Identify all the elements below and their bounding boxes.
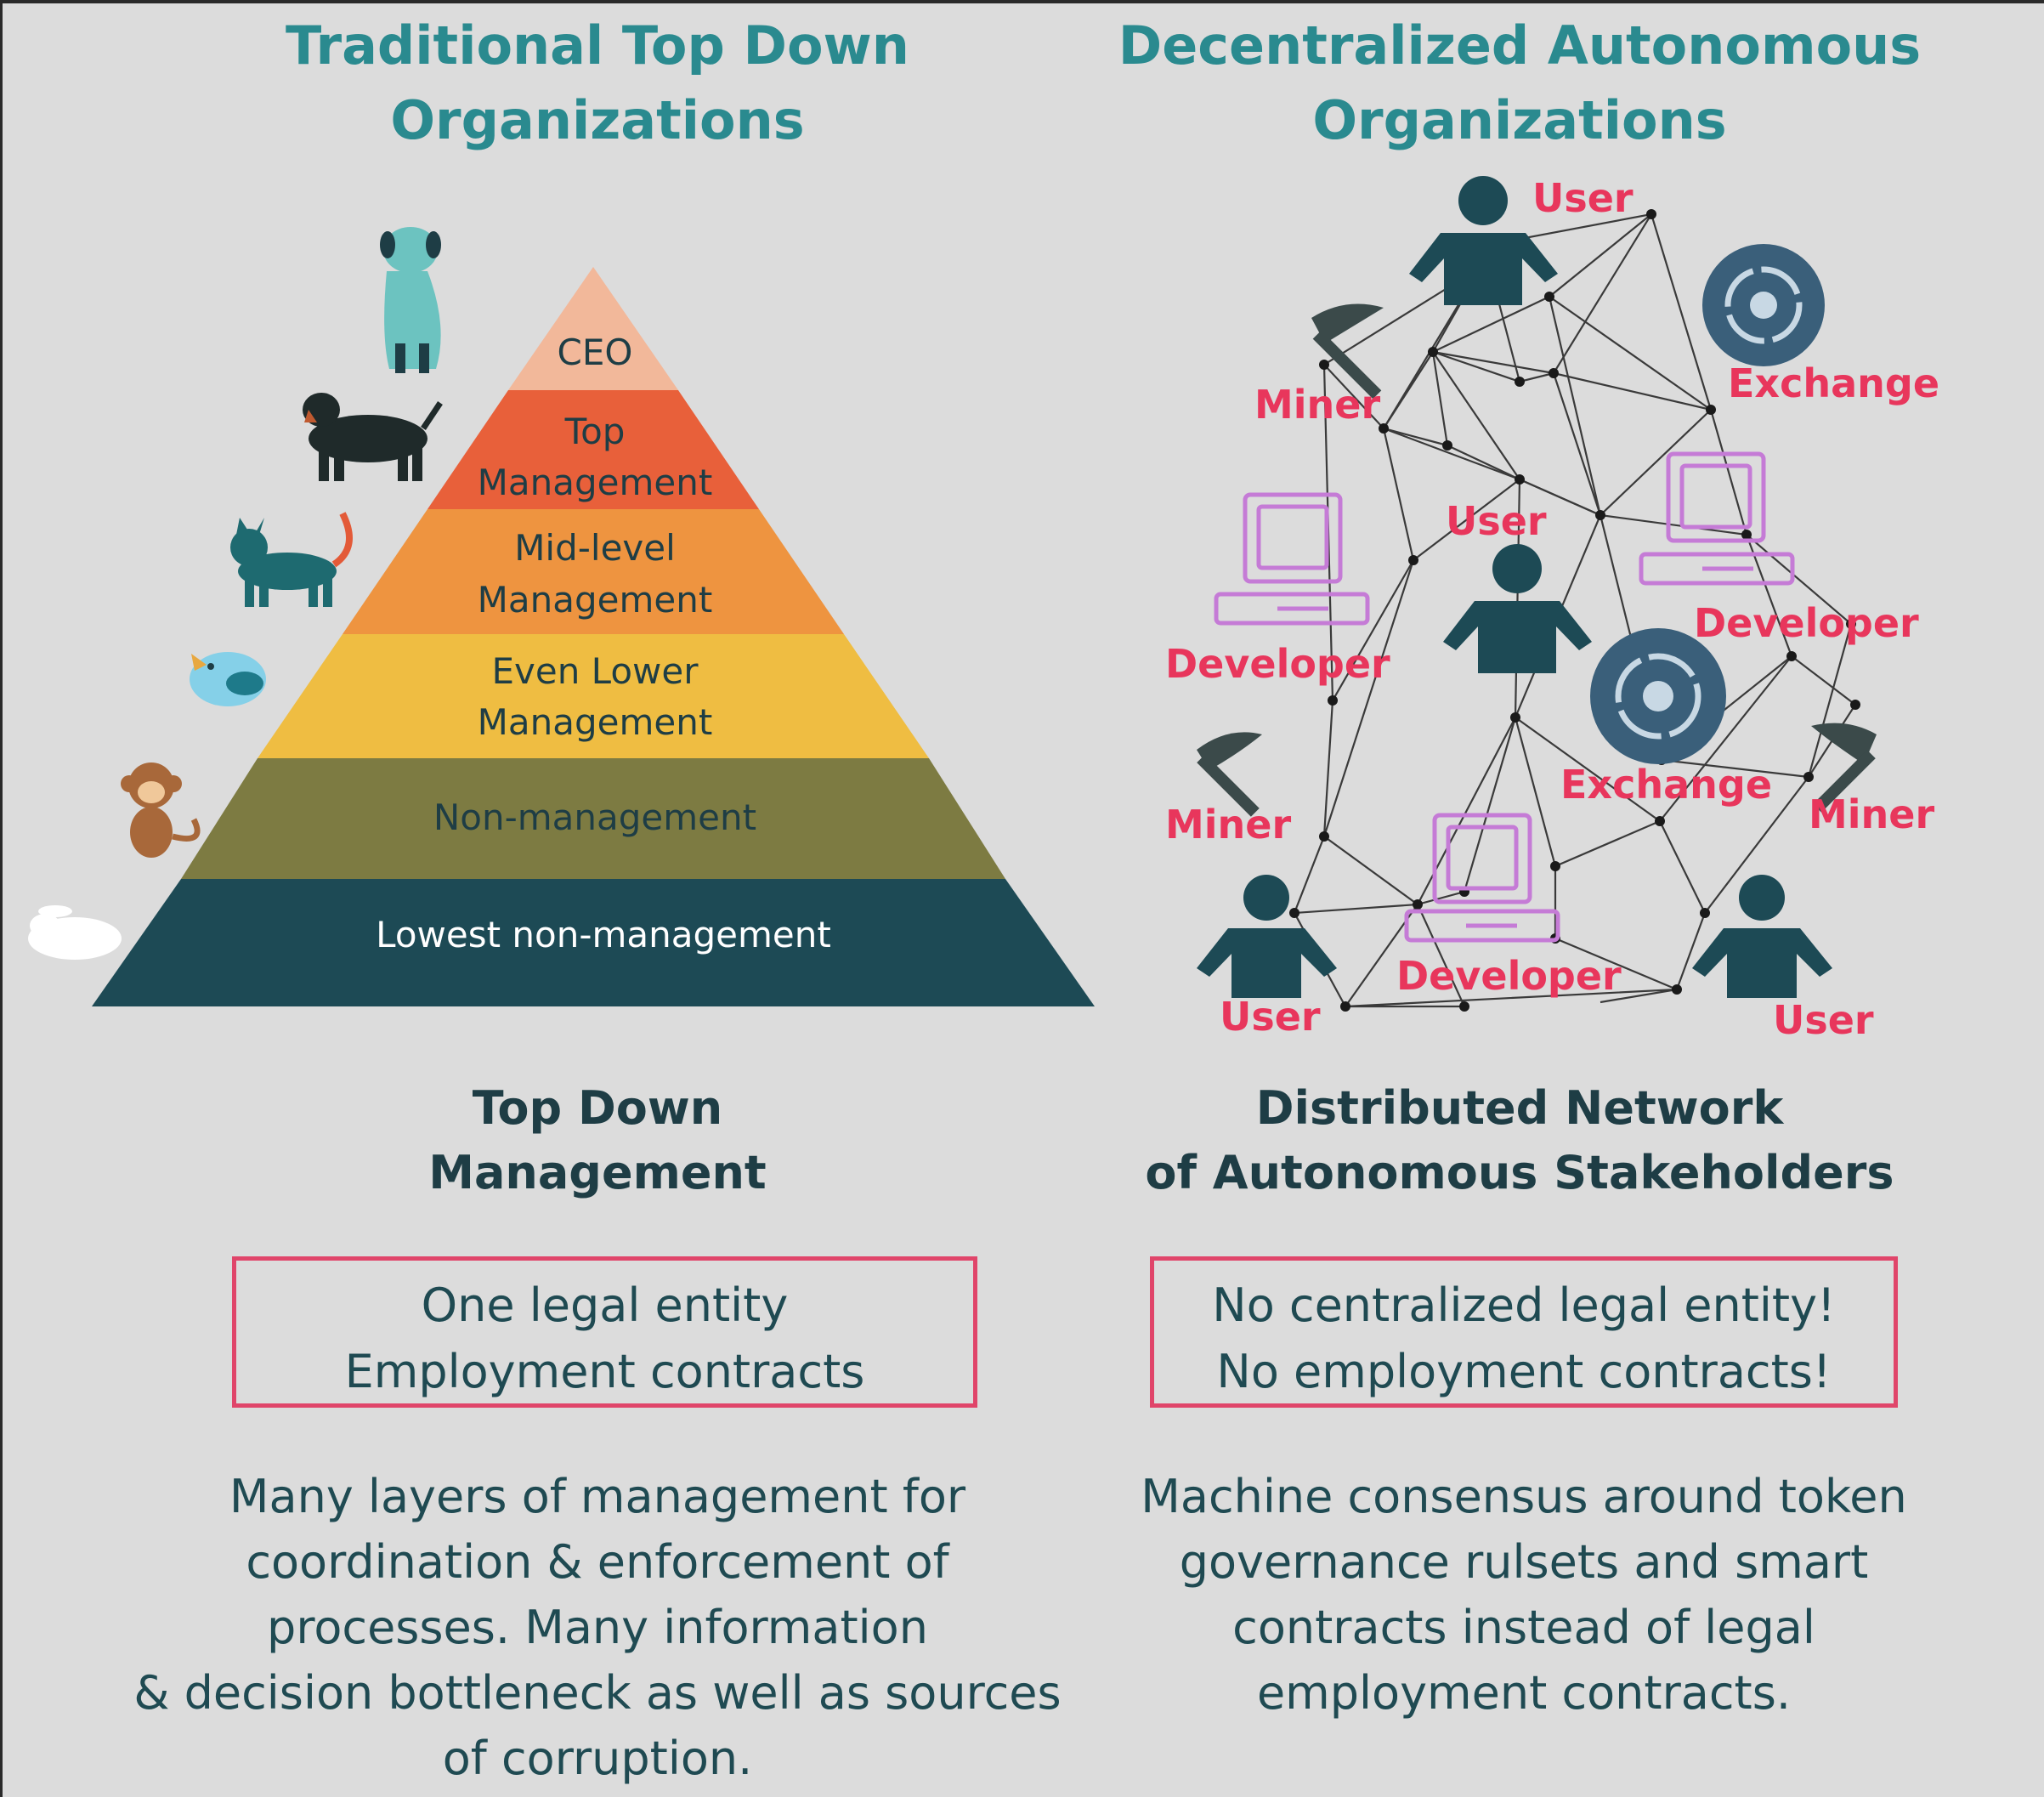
label-exchange: Exchange <box>1728 360 1939 406</box>
tier-label-ceo: CEO <box>558 332 633 373</box>
right-desc-line: contracts instead of legal <box>1232 1601 1815 1654</box>
computer-icon <box>1214 492 1370 626</box>
exchange-icon <box>1702 244 1825 366</box>
right-desc-line: employment contracts. <box>1256 1666 1792 1720</box>
pyramid-tier-mid-level-management <box>343 509 844 634</box>
tier-label-mid-1: Mid-level <box>514 527 676 569</box>
right-desc-line: Machine consensus around token <box>1141 1470 1907 1523</box>
computer-icon <box>1404 813 1560 943</box>
label-user: User <box>1532 175 1634 221</box>
right-box-line1: No centralized legal entity! <box>1212 1278 1836 1332</box>
label-developer: Developer <box>1165 641 1390 687</box>
tier-label-lower-2: Management <box>478 701 713 743</box>
label-miner: Miner <box>1254 382 1380 428</box>
right-subtitle-line1: Distributed Network <box>1255 1081 1784 1135</box>
left-subtitle: Top Down Management <box>173 1076 1022 1205</box>
left-subtitle-line1: Top Down <box>472 1081 723 1135</box>
label-user: User <box>1446 498 1547 544</box>
cat-icon <box>230 512 353 607</box>
pyramid-tier-lowest-non-management <box>92 879 1095 1006</box>
pyramid-tier-non-management <box>181 758 1005 879</box>
pyramid-tier-ceo <box>508 267 678 390</box>
network-nodes <box>1289 209 1860 1012</box>
label-user: User <box>1220 994 1321 1040</box>
left-legal-box: One legal entity Employment contracts <box>232 1256 977 1408</box>
left-subtitle-line2: Management <box>428 1146 767 1199</box>
label-developer: Developer <box>1694 600 1919 646</box>
user-icon <box>1409 176 1558 305</box>
left-heading: Traditional Top Down Organizations <box>139 9 1056 158</box>
tier-label-non-management: Non-management <box>433 796 756 838</box>
right-heading-line1: Decentralized Autonomous <box>1118 14 1922 77</box>
right-subtitle-line2: of Autonomous Stakeholders <box>1145 1146 1894 1199</box>
tier-label-lowest: Lowest non-management <box>376 914 831 955</box>
right-legal-box: No centralized legal entity! No employme… <box>1150 1256 1898 1408</box>
right-subtitle: Distributed Network of Autonomous Stakeh… <box>1065 1076 1974 1205</box>
right-description: Machine consensus around token governanc… <box>1082 1464 1966 1726</box>
rabbit-icon <box>28 905 122 960</box>
left-heading-line2: Organizations <box>390 89 805 151</box>
tier-label-lower-1: Even Lower <box>491 650 699 692</box>
hierarchy-pyramid: CEO Top Management Mid-level Management … <box>92 267 1095 1006</box>
tier-label-top-2: Management <box>478 462 713 503</box>
bird-icon <box>190 652 266 706</box>
rottweiler-icon <box>303 393 443 481</box>
left-desc-line: coordination & enforcement of <box>246 1535 949 1589</box>
left-description: Many layers of management for coordinati… <box>79 1464 1116 1791</box>
exchange-icon <box>1590 628 1726 764</box>
dog-icon <box>380 227 441 373</box>
network-labels: User Miner Exchange User Developer Devel… <box>1165 175 1939 1043</box>
left-desc-line: Many layers of management for <box>229 1470 966 1523</box>
right-heading: Decentralized Autonomous Organizations <box>1039 9 2000 158</box>
tier-label-top-1: Top <box>564 411 626 452</box>
label-exchange: Exchange <box>1560 762 1772 808</box>
right-desc-line: governance rulsets and smart <box>1179 1535 1869 1589</box>
pickaxe-icon <box>1811 723 1877 813</box>
user-icon <box>1443 544 1592 673</box>
left-desc-line: & decision bottleneck as well as sources <box>133 1666 1062 1720</box>
label-miner: Miner <box>1809 791 1934 837</box>
user-icon <box>1692 875 1832 998</box>
pickaxe-icon <box>1311 303 1384 400</box>
right-heading-line2: Organizations <box>1312 89 1727 151</box>
left-box-line1: One legal entity <box>421 1278 789 1332</box>
monkey-icon <box>121 762 201 858</box>
label-developer: Developer <box>1396 953 1622 999</box>
pyramid-tier-top-management <box>427 390 759 509</box>
pickaxe-icon <box>1197 732 1262 817</box>
label-miner: Miner <box>1165 802 1291 847</box>
figure-canvas: CEO Top Management Mid-level Management … <box>28 175 1939 1043</box>
user-icon <box>1197 875 1337 998</box>
computer-icon <box>1639 451 1795 586</box>
right-box-line2: No employment contracts! <box>1216 1345 1832 1398</box>
tier-label-mid-2: Management <box>478 579 713 621</box>
pyramid-tier-even-lower-management <box>258 634 929 758</box>
left-box-line2: Employment contracts <box>344 1345 865 1398</box>
left-desc-line: of corruption. <box>442 1732 753 1785</box>
left-heading-line1: Traditional Top Down <box>286 14 909 77</box>
left-desc-line: processes. Many information <box>267 1601 928 1654</box>
label-user: User <box>1773 997 1874 1043</box>
